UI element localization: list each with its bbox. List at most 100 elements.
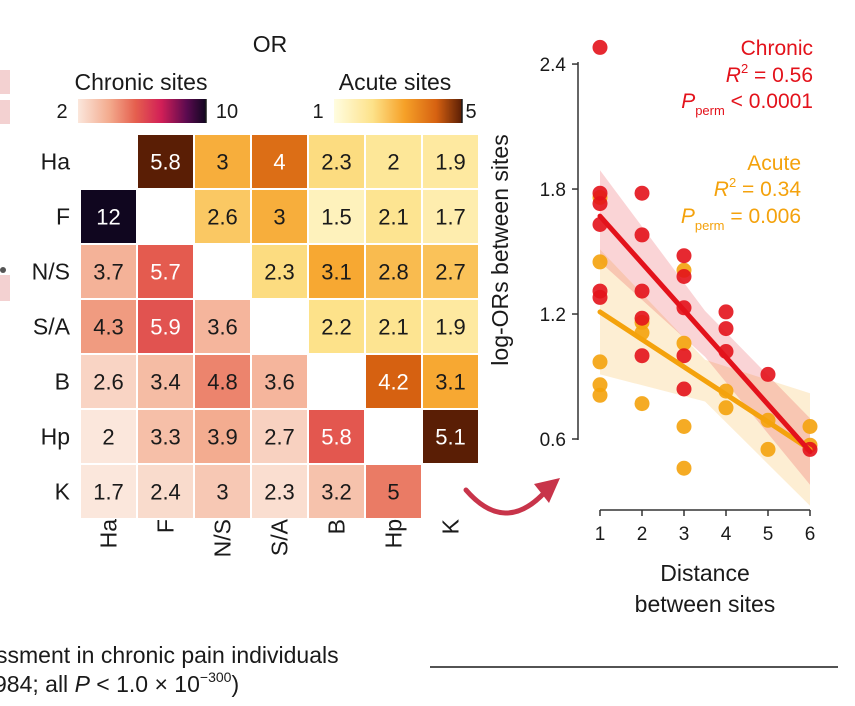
acute-point: [718, 400, 734, 416]
x-axis-label-line2: between sites: [635, 591, 776, 617]
chronic-point: [676, 269, 692, 284]
heatmap-cell-value: 2.1: [378, 205, 409, 230]
heatmap-cell-value: 2.3: [264, 480, 295, 505]
heatmap-cell-F-B: [309, 190, 364, 243]
heatmap-cell-value: 2.2: [321, 315, 352, 340]
heatmap-cell-value: 3.2: [321, 480, 352, 505]
chronic-point: [676, 248, 692, 264]
acute-sites-label: Acute sites: [339, 69, 452, 95]
col-label-K: K: [438, 518, 464, 534]
heatmap-cell-value: 3: [216, 480, 228, 505]
acute-legend: Acute R2 = 0.34 Pperm = 0.006: [681, 152, 801, 233]
left-edge-artifacts: [0, 70, 10, 301]
row-label-N/S: N/S: [32, 259, 70, 285]
acute-point: [592, 377, 608, 393]
heatmap-cell-Hp-F: [138, 410, 193, 463]
caption-line1: ssment in chronic pain individuals: [0, 642, 339, 668]
heatmap-cell-F-Ha: [81, 190, 136, 243]
chronic-point: [592, 185, 608, 201]
x-axis-ticks: 1 2 3 4 5 6: [595, 510, 815, 545]
heatmap-cell-K-B: [309, 465, 364, 518]
y-tick-label: 1.2: [540, 305, 566, 326]
x-tick-label: 4: [721, 524, 732, 545]
heatmap-cell-value: 4.8: [207, 370, 238, 395]
chronic-fit-line: [597, 213, 813, 454]
chronic-colorbar-min: 2: [56, 101, 67, 123]
chronic-colorbar-gradient: [78, 99, 206, 123]
heatmap-cell-value: 2: [387, 150, 399, 175]
heatmap-cell-value: 1.9: [435, 150, 466, 175]
col-label-Hp: Hp: [381, 519, 407, 548]
heatmap-cell-K-S/A: [252, 465, 307, 518]
heatmap-cell-value: 1.7: [93, 480, 124, 505]
heatmap-cell-K-Hp: [366, 465, 421, 518]
heatmap-cell-B-K: [423, 355, 478, 408]
heatmap-cell-Ha-S/A: [252, 135, 307, 188]
heatmap-cell-value: 1.9: [435, 315, 466, 340]
heatmap-cell-Ha-Hp: [366, 135, 421, 188]
heatmap-cell-K-Ha: [81, 465, 136, 518]
heatmap-cell-B-Hp: [366, 355, 421, 408]
heatmap-cell-value: 3.7: [93, 260, 124, 285]
heatmap-cell-value: 5: [387, 480, 399, 505]
acute-point: [676, 419, 692, 434]
heatmap-cell-K-F: [138, 465, 193, 518]
heatmap-cell-value: 2.4: [150, 480, 181, 505]
row-label-Ha: Ha: [41, 149, 71, 175]
acute-point: [634, 396, 650, 412]
scatter-plot: log-ORs between sites 0.6 1.2 1.8 2.4 1 2 3 4 5…: [487, 37, 818, 617]
acute-r2: R2 = 0.34: [714, 175, 802, 201]
heatmap-cell-value: 2.7: [264, 425, 295, 450]
y-axis-label: log-ORs between sites: [487, 134, 513, 365]
acute-point: [592, 254, 608, 270]
heatmap-cell-value: 3.9: [207, 425, 238, 450]
heatmap-cell-Hp-N/S: [195, 410, 250, 463]
heatmap-cell-N/S-Ha: [81, 245, 136, 298]
x-tick-label: 3: [679, 524, 690, 545]
heatmap-cell-value: 4.2: [378, 370, 409, 395]
row-label-S/A: S/A: [33, 314, 71, 340]
heatmap: OR Chronic sites Acute sites 2 10 1 5 5.…: [32, 31, 478, 557]
col-label-S/A: S/A: [267, 518, 293, 556]
row-label-F: F: [56, 204, 70, 230]
heatmap-cell-value: 2: [102, 425, 114, 450]
heatmap-row-labels: Ha F N/S S/A B Hp K: [32, 149, 71, 505]
heatmap-cell-N/S-F: [138, 245, 193, 298]
y-axis-ticks: 0.6 1.2 1.8 2.4: [540, 55, 578, 451]
heatmap-cell-value: 3.4: [150, 370, 181, 395]
chronic-r2: R2 = 0.56: [726, 61, 813, 87]
row-label-B: B: [55, 369, 70, 395]
scatter-points: [592, 39, 818, 476]
heatmap-cell-S/A-N/S: [195, 300, 250, 353]
heatmap-cell-value: 3.1: [435, 370, 466, 395]
x-tick-label: 1: [595, 524, 606, 545]
heatmap-cell-value: 3.1: [321, 260, 352, 285]
heatmap-cell-value: 2.3: [321, 150, 352, 175]
heatmap-cell-value: 3.6: [207, 315, 238, 340]
heatmap-cell-Ha-F: [138, 135, 193, 188]
heatmap-cell-Hp-S/A: [252, 410, 307, 463]
heatmap-cell-S/A-Ha: [81, 300, 136, 353]
acute-point: [760, 441, 776, 457]
heatmap-cell-value: 3: [273, 205, 285, 230]
y-tick-label: 0.6: [540, 430, 566, 451]
heatmap-cell-value: 2.1: [378, 315, 409, 340]
chronic-legend-name: Chronic: [741, 37, 813, 60]
row-label-Hp: Hp: [41, 424, 70, 450]
chronic-pperm: Pperm < 0.0001: [681, 90, 813, 118]
heatmap-cell-Ha-B: [309, 135, 364, 188]
heatmap-cell-N/S-B: [309, 245, 364, 298]
y-tick-label: 2.4: [540, 55, 567, 76]
row-label-K: K: [55, 479, 71, 505]
heatmap-cell-value: 12: [96, 205, 120, 230]
heatmap-cell-N/S-S/A: [252, 245, 307, 298]
heatmap-cell-B-N/S: [195, 355, 250, 408]
heatmap-cell-F-N/S: [195, 190, 250, 243]
acute-colorbar-max: 5: [465, 101, 476, 123]
heatmap-cell-Ha-K: [423, 135, 478, 188]
acute-colorbar-min: 1: [312, 101, 323, 123]
col-label-B: B: [324, 519, 350, 534]
acute-pperm: Pperm = 0.006: [681, 205, 801, 233]
col-label-F: F: [153, 519, 179, 533]
